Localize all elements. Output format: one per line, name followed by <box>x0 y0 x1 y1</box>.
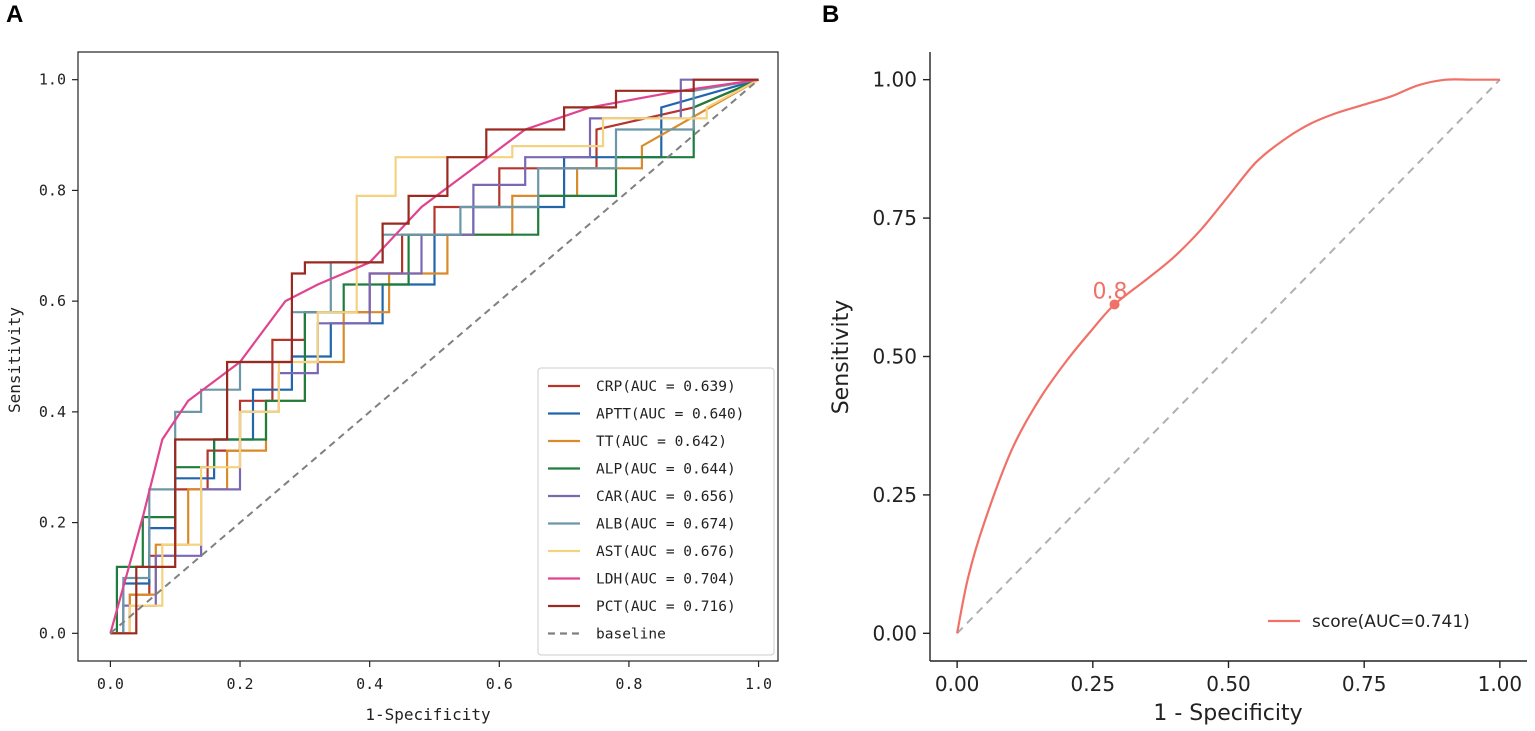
x-tick-label-b: 0.75 <box>1342 672 1387 696</box>
x-tick-label-b: 0.25 <box>1071 672 1116 696</box>
x-tick-label-a: 0.6 <box>486 675 513 693</box>
y-tick-label-a: 0.4 <box>39 403 66 421</box>
y-tick-label-b: 0.25 <box>872 483 917 507</box>
chart-b: 0.00 0.25 0.50 0.75 1.00 0.00 0.25 0.50 0.75 1.0… <box>829 52 1527 726</box>
chart-a: 0.0 0.2 0.4 0.6 0.8 1.0 0.0 0.2 0.4 0.6 0.8 1.0 1-… <box>5 51 779 724</box>
legend-label-pct: PCT(AUC = 0.716) <box>596 599 736 615</box>
x-tick-label-a: 0.8 <box>615 675 642 693</box>
plot-frame-a <box>77 51 779 662</box>
x-tick-label-a: 0.2 <box>226 675 253 693</box>
panel-label-b: B <box>822 1 839 28</box>
legend-label-car: CAR(AUC = 0.656) <box>596 489 736 505</box>
x-tick-label-b: 1.00 <box>1478 672 1523 696</box>
x-tick-label-a: 0.4 <box>356 675 383 693</box>
series-line-b-score <box>956 78 1500 634</box>
legend-a: CRP(AUC = 0.639) APTT(AUC = 0.640) TT(AUC … <box>537 367 775 656</box>
y-tick-label-a: 0.2 <box>39 514 66 532</box>
series-line-aptt <box>110 78 759 635</box>
legend-label-tt: TT(AUC = 0.642) <box>596 434 727 450</box>
legend-label-alp: ALP(AUC = 0.644) <box>596 462 736 478</box>
x-tick-label-a: 0.0 <box>97 675 124 693</box>
cutoff-point <box>1109 299 1120 310</box>
panel-label-a: A <box>6 1 23 28</box>
series-line-alb <box>110 78 759 635</box>
x-tick-label-a: 1.0 <box>745 675 772 693</box>
y-tick-label-b: 1.00 <box>872 68 917 92</box>
y-axis-label-b: Sensitivity <box>829 300 854 415</box>
legend-label-b-score: score(AUC=0.741) <box>1312 612 1470 632</box>
y-tick-label-a: 0.6 <box>39 292 66 310</box>
legend-b: score(AUC=0.741) <box>1268 612 1470 632</box>
y-tick-label-a: 1.0 <box>39 71 66 89</box>
series-line-ldh <box>109 78 759 634</box>
legend-label-aptt: APTT(AUC = 0.640) <box>596 407 744 423</box>
legend-label-ast: AST(AUC = 0.676) <box>596 544 736 560</box>
y-tick-label-b: 0.75 <box>872 206 917 230</box>
x-axis-label-b: 1 - Specificity <box>1153 701 1302 726</box>
x-tick-label-b: 0.50 <box>1206 672 1251 696</box>
y-axis-label-a: Sensitivity <box>5 307 24 413</box>
series-line-ast <box>110 78 760 635</box>
y-tick-label-b: 0.50 <box>872 345 917 369</box>
series-line-b-baseline <box>956 78 1501 635</box>
legend-label-ldh: LDH(AUC = 0.704) <box>596 572 736 588</box>
legend-label-alb: ALB(AUC = 0.674) <box>596 517 736 533</box>
x-axis-label-a: 1-Specificity <box>365 705 491 724</box>
y-tick-label-b: 0.00 <box>872 621 917 645</box>
legend-label-baseline: baseline <box>596 627 666 643</box>
legend-label-crp: CRP(AUC = 0.639) <box>596 379 736 395</box>
x-tick-label-b: 0.00 <box>935 672 980 696</box>
y-tick-label-a: 0.0 <box>39 624 66 642</box>
y-tick-label-a: 0.8 <box>39 181 66 199</box>
series-line-baseline <box>109 78 760 635</box>
cutoff-label: 0.8 <box>1093 279 1128 304</box>
series-line-pct <box>110 78 759 635</box>
legend-box-a <box>537 367 775 656</box>
